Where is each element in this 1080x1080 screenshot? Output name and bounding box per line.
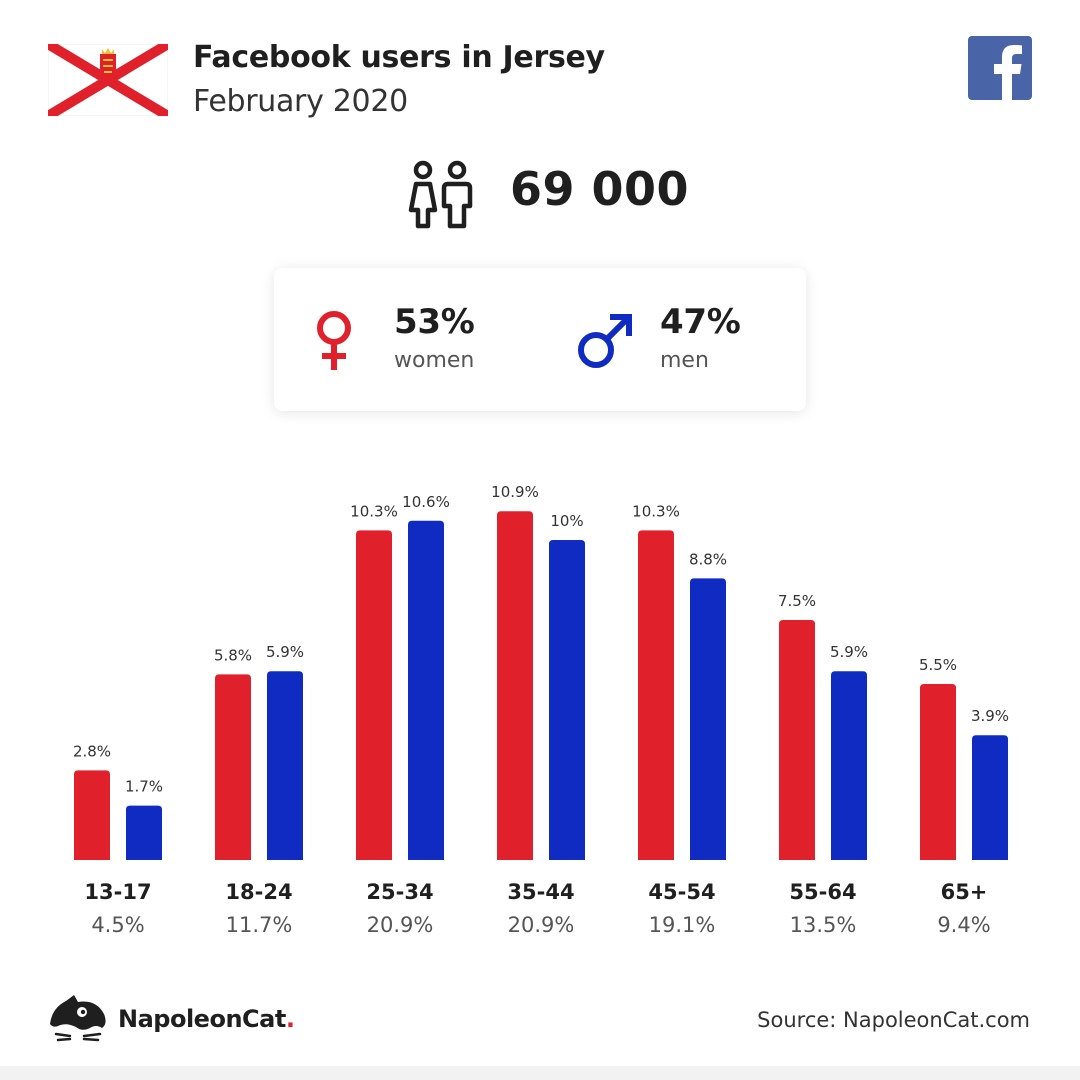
male-symbol-icon (578, 314, 632, 368)
female-symbol-icon (317, 311, 351, 370)
women-percent: 53% (394, 302, 475, 342)
data-label-men-65+: 3.9% (971, 707, 1009, 725)
data-label-women-65+: 5.5% (919, 656, 957, 674)
category-total-13-17: 4.5% (91, 913, 144, 937)
men-percent: 47% (660, 302, 741, 342)
data-label-men-35-44: 10% (550, 512, 583, 530)
napoleoncat-logo-icon (50, 995, 106, 1042)
category-label-55-64: 55-64 (789, 880, 856, 904)
page-title: Facebook users in Jersey (193, 40, 605, 75)
data-label-women-45-54: 10.3% (632, 502, 680, 520)
data-label-men-25-34: 10.6% (402, 493, 450, 511)
men-label: men (660, 348, 709, 373)
category-label-65+: 65+ (941, 880, 988, 904)
brand-dot: . (285, 1005, 295, 1033)
category-total-25-34: 20.9% (367, 913, 434, 937)
data-label-women-25-34: 10.3% (350, 502, 398, 520)
total-users-value: 69 000 (510, 162, 690, 216)
category-total-65+: 9.4% (937, 913, 990, 937)
bar-men-25-34 (408, 520, 444, 860)
bar-women-13-17 (74, 770, 110, 860)
data-label-men-13-17: 1.7% (125, 778, 163, 796)
jersey-flag-icon (48, 44, 168, 116)
data-label-men-18-24: 5.9% (266, 643, 304, 661)
women-label: women (394, 348, 475, 373)
bar-men-18-24 (267, 671, 303, 860)
category-label-45-54: 45-54 (648, 880, 715, 904)
bar-women-65+ (920, 684, 956, 860)
category-label-13-17: 13-17 (84, 880, 151, 904)
bar-women-25-34 (356, 530, 392, 860)
category-total-45-54: 19.1% (649, 913, 716, 937)
category-label-18-24: 18-24 (225, 880, 292, 904)
category-total-18-24: 11.7% (226, 913, 293, 937)
category-label-25-34: 25-34 (366, 880, 433, 904)
bar-women-18-24 (215, 674, 251, 860)
category-total-35-44: 20.9% (508, 913, 575, 937)
people-icon (408, 160, 473, 229)
data-label-women-55-64: 7.5% (778, 592, 816, 610)
gender-split-card: 53% women 47% men (274, 268, 806, 411)
bar-men-35-44 (549, 540, 585, 860)
data-label-men-55-64: 5.9% (830, 643, 868, 661)
brand-name: NapoleonCat (118, 1005, 286, 1033)
bottom-strip (0, 1066, 1080, 1080)
bar-men-65+ (972, 735, 1008, 860)
data-label-women-18-24: 5.8% (214, 646, 252, 664)
category-total-55-64: 13.5% (790, 913, 857, 937)
bar-men-45-54 (690, 578, 726, 860)
bar-women-35-44 (497, 511, 533, 860)
bar-men-13-17 (126, 805, 162, 860)
facebook-icon[interactable] (968, 36, 1032, 100)
napoleoncat-brand[interactable]: NapoleonCat. (118, 1005, 295, 1033)
bar-women-45-54 (638, 530, 674, 860)
data-label-men-45-54: 8.8% (689, 550, 727, 568)
bar-men-55-64 (831, 671, 867, 860)
bar-women-55-64 (779, 620, 815, 860)
page-subtitle: February 2020 (193, 84, 408, 119)
source-credit: Source: NapoleonCat.com (757, 1008, 1030, 1032)
data-label-women-35-44: 10.9% (491, 483, 539, 501)
category-label-35-44: 35-44 (507, 880, 574, 904)
data-label-women-13-17: 2.8% (73, 742, 111, 760)
